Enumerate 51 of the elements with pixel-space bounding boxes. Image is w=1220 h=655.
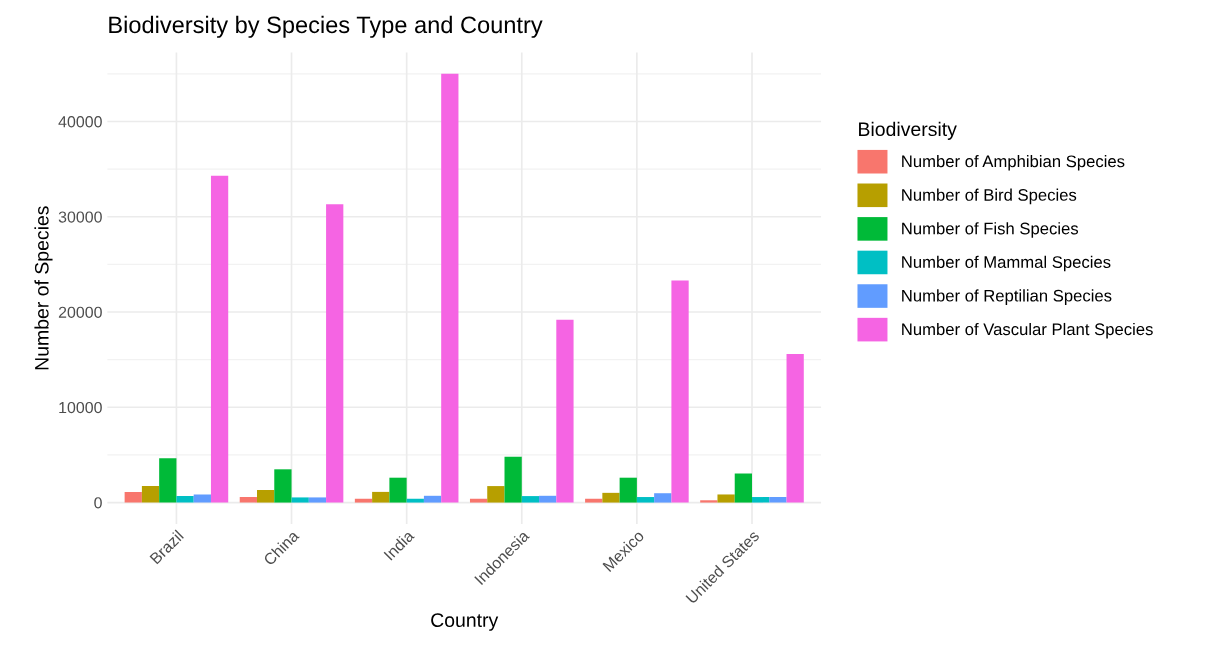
bar	[734, 473, 752, 503]
chart-title: Biodiversity by Species Type and Country	[109, 15, 543, 38]
bar	[751, 497, 770, 503]
bar	[124, 492, 142, 503]
legend-label: Number of Vascular Plant Species	[902, 322, 1153, 339]
bar	[308, 497, 327, 503]
bar	[487, 486, 505, 503]
bar	[210, 175, 229, 503]
bar	[193, 494, 211, 503]
bar	[556, 319, 574, 503]
bar	[176, 496, 194, 503]
bar	[274, 469, 292, 503]
bar	[619, 477, 637, 503]
bar	[257, 489, 275, 503]
bar	[159, 458, 177, 503]
bar	[786, 353, 804, 503]
bar	[406, 498, 424, 503]
bar	[291, 497, 309, 503]
bar	[671, 280, 689, 503]
x-axis-title: Country	[431, 613, 499, 631]
bar	[141, 486, 160, 503]
y-tick-label: 0	[94, 497, 102, 509]
y-tick-label: 10000	[59, 401, 102, 414]
bar	[769, 497, 787, 503]
bar	[239, 497, 258, 503]
bar	[441, 73, 459, 503]
bar	[539, 495, 557, 503]
bar	[423, 495, 442, 503]
bar	[654, 493, 672, 503]
y-axis-title: Number of Species	[34, 206, 53, 370]
legend-label: Number of Mammal Species	[902, 255, 1111, 272]
bar	[372, 491, 390, 503]
legend-label: Number of Amphibian Species	[902, 155, 1125, 171]
bar	[521, 496, 540, 503]
bar	[354, 498, 373, 503]
legend-title: Biodiversity	[859, 121, 957, 140]
bar	[585, 498, 603, 503]
y-tick-label: 30000	[58, 211, 102, 223]
bar	[636, 497, 655, 503]
y-tick-label: 40000	[58, 116, 102, 128]
bar	[717, 494, 735, 503]
bar	[602, 492, 620, 503]
bar	[326, 204, 344, 503]
bar	[389, 477, 407, 503]
legend-label: Number of Reptilian Species	[902, 289, 1112, 305]
bar	[700, 500, 718, 503]
bar	[469, 498, 488, 503]
bar	[504, 456, 522, 503]
legend-label: Number of Fish Species	[902, 222, 1079, 238]
legend-label: Number of Bird Species	[902, 188, 1077, 205]
y-tick-label: 20000	[58, 306, 102, 318]
